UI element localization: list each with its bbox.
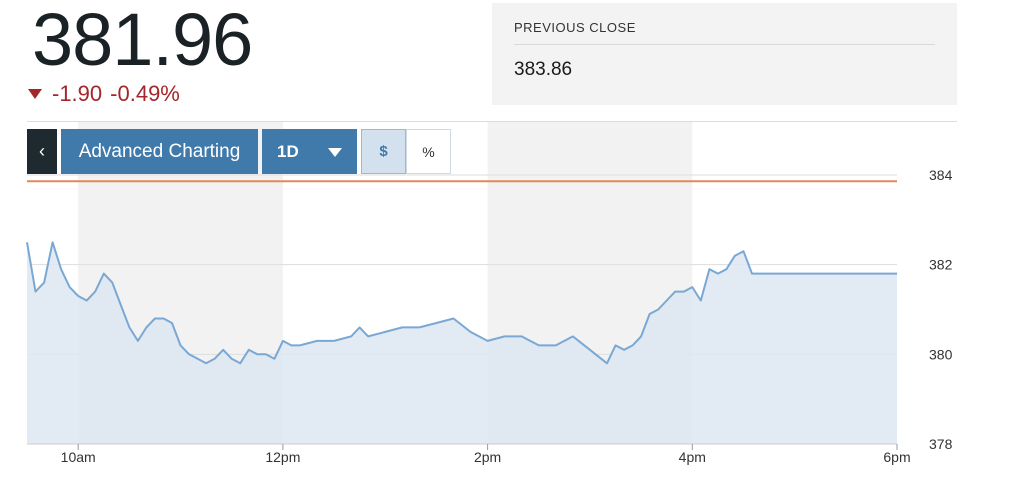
down-triangle-icon: [28, 89, 42, 99]
percent-unit-toggle[interactable]: %: [406, 129, 451, 174]
time-range-dropdown[interactable]: 1D: [262, 129, 357, 174]
previous-close-label: PREVIOUS CLOSE: [514, 20, 636, 35]
y-tick-label: 384: [929, 167, 953, 183]
x-tick-label: 12pm: [265, 449, 300, 465]
change-value: -1.90: [52, 81, 103, 106]
y-tick-label: 378: [929, 436, 953, 452]
price-line: [26, 241, 897, 365]
price-change: -1.90 -0.49%: [28, 80, 180, 108]
back-button[interactable]: ‹: [27, 129, 57, 174]
y-tick-label: 380: [929, 346, 953, 362]
chevron-down-icon: [328, 148, 342, 157]
last-price: 381.96: [32, 0, 253, 81]
time-range-label: 1D: [277, 142, 299, 161]
divider: [27, 121, 957, 122]
y-tick-label: 382: [929, 257, 953, 273]
x-tick-label: 2pm: [474, 449, 501, 465]
x-tick-label: 10am: [61, 449, 96, 465]
chevron-left-icon: ‹: [39, 141, 45, 161]
dollar-unit-toggle[interactable]: $: [361, 129, 406, 174]
advanced-charting-button[interactable]: Advanced Charting: [61, 129, 258, 174]
x-tick-label: 4pm: [679, 449, 706, 465]
previous-close-panel: PREVIOUS CLOSE 383.86: [492, 3, 957, 105]
x-tick-label: 6pm: [883, 449, 910, 465]
previous-close-value: 383.86: [514, 59, 573, 80]
price-area: [27, 242, 897, 444]
change-percent: -0.49%: [110, 81, 180, 106]
divider: [514, 44, 935, 45]
